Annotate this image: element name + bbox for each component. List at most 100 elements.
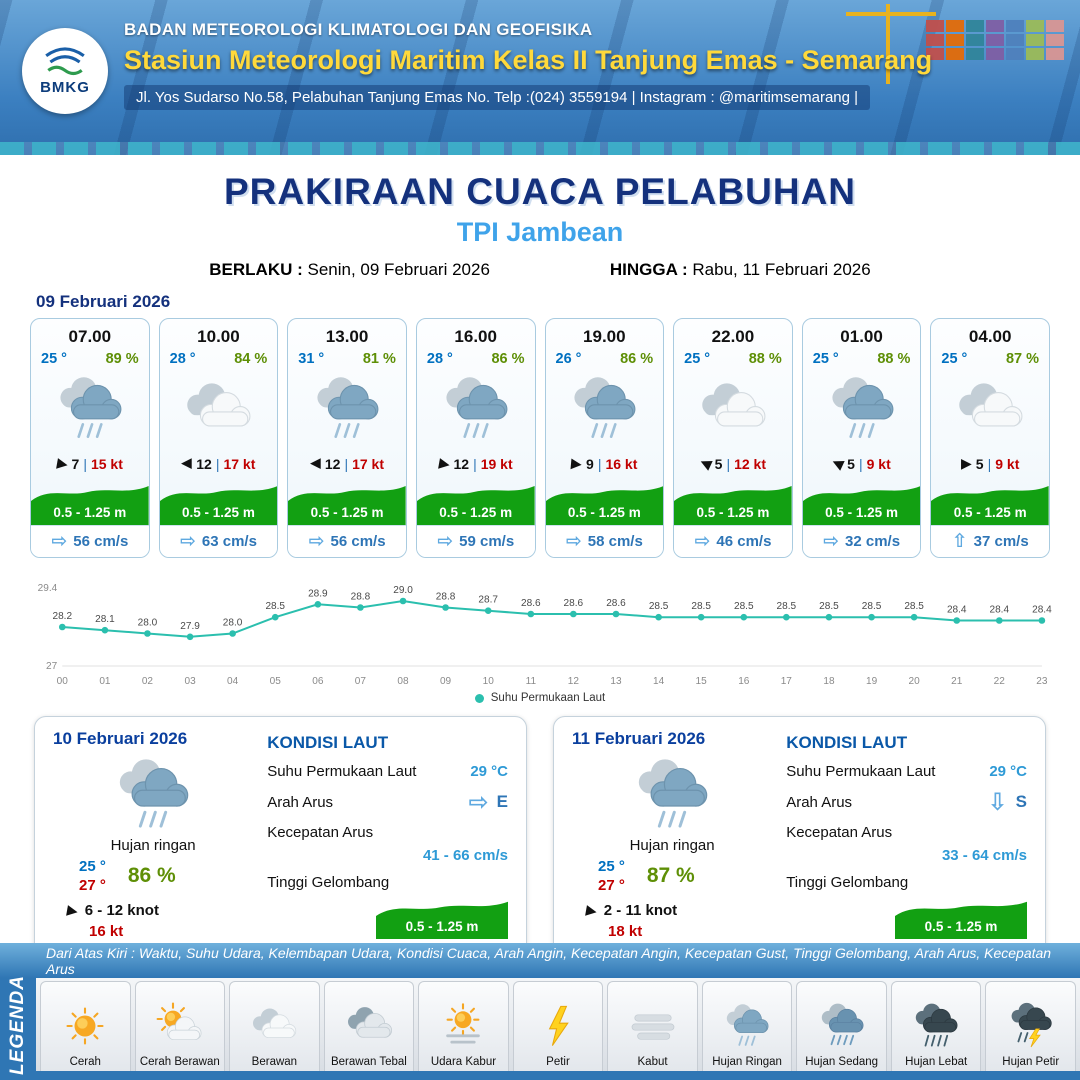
hourly-humidity: 84 %	[234, 351, 268, 367]
container-block	[946, 48, 964, 60]
legend-item-kabut: Kabut	[607, 981, 698, 1071]
hourly-time: 07.00	[68, 327, 112, 346]
legend-label: Petir	[546, 1056, 570, 1068]
cerah-berawan-icon	[156, 1002, 202, 1041]
current-direction-label: Arah Arus	[267, 793, 334, 811]
legend-item-berawan: Berawan	[229, 981, 320, 1071]
daily-date: 11 Februari 2026	[572, 729, 706, 748]
daily-humidity: 86 %	[127, 864, 176, 887]
svg-text:28.0: 28.0	[223, 618, 243, 629]
current-row: ⇨ 46 cm/s	[674, 525, 792, 557]
current-speed: 63 cm/s	[201, 533, 257, 550]
petir-icon	[548, 1005, 569, 1046]
hourly-time: 10.00	[197, 327, 240, 346]
legend-label: Cerah Berawan	[139, 1056, 220, 1068]
svg-text:06: 06	[312, 676, 324, 687]
svg-text:28.8: 28.8	[436, 592, 456, 603]
hourly-wind: ▶ 12 | 19 kt	[417, 451, 535, 477]
current-direction-icon: ⇨	[308, 530, 325, 552]
wind-separator: |	[344, 456, 349, 472]
wave-height-value: 0.5 - 1.25 m	[53, 505, 127, 520]
wind-direction-icon: ▶	[55, 455, 69, 473]
sst-row: Suhu Permukaan Laut 29 °C	[786, 763, 1027, 780]
wave-height: 0.5 - 1.25 m	[288, 479, 406, 525]
hourly-card-16.00: 16.00 28 ° 86 % ▶ 12 | 19 kt 0.5 - 1.25 …	[415, 318, 536, 558]
temp-humidity-row: 28 ° 84 %	[160, 347, 278, 367]
svg-text:00: 00	[57, 676, 69, 687]
svg-text:28.6: 28.6	[564, 598, 584, 609]
hujan-ringan-icon	[831, 377, 894, 439]
wave-height-value: 0.5 - 1.25 m	[310, 505, 384, 520]
daily-temp-min: 25 °	[598, 858, 625, 875]
header-text: BADAN METEOROLOGI KLIMATOLOGI DAN GEOFIS…	[124, 20, 1044, 110]
svg-text:09: 09	[440, 676, 452, 687]
wind-separator: |	[473, 456, 477, 472]
hourly-time: 16.00	[454, 327, 497, 346]
container-block	[946, 34, 964, 46]
current-direction-icon: ⇨	[823, 530, 839, 552]
legend-icon-wrap	[814, 997, 870, 1055]
svg-text:15: 15	[696, 676, 708, 687]
legend-item-hujan-lebat: Hujan Lebat	[890, 981, 982, 1071]
legend-icon-wrap	[1003, 997, 1059, 1055]
hourly-card-19.00: 19.00 26 ° 86 % ▶ 9 | 16 kt 0.5 - 1.25 m…	[544, 318, 665, 558]
legend-icon-wrap	[719, 997, 775, 1055]
wind-direction-icon: ▶	[584, 901, 599, 920]
hujan-petir-icon	[1011, 1002, 1052, 1048]
current-speed: 59 cm/s	[459, 533, 515, 550]
berawan-icon	[187, 383, 251, 427]
wave-shape	[288, 486, 406, 525]
svg-text:17: 17	[781, 676, 793, 687]
current-direction-icon: ⇨	[694, 530, 711, 552]
legend-label: Cerah	[69, 1056, 101, 1068]
weather-icon-wrap	[674, 367, 792, 451]
wind-direction-icon: ▶	[696, 454, 714, 474]
wave-height: 0.5 - 1.25 m	[31, 479, 149, 525]
container-block	[966, 34, 984, 46]
wind-gust: 9 kt	[995, 456, 1020, 472]
hourly-time: 19.00	[583, 327, 626, 346]
current-direction-value: S	[1015, 792, 1027, 811]
wave-shape	[159, 486, 278, 525]
hujan-ringan-icon	[446, 377, 508, 439]
wave-height-value: 0.5 - 1.25 m	[696, 505, 770, 520]
legend-item-cerah-berawan: Cerah Berawan	[134, 981, 226, 1071]
svg-text:28.2: 28.2	[52, 611, 72, 622]
svg-text:28.1: 28.1	[95, 614, 115, 625]
daily-humidity: 87 %	[646, 864, 695, 887]
svg-text:27.9: 27.9	[180, 621, 200, 632]
hourly-wind: ▶ 12 | 17 kt	[288, 451, 406, 477]
berlaku-value: Senin, 09 Februari 2026	[307, 260, 490, 279]
temp-humidity-row: 25 ° 88 %	[803, 347, 921, 367]
wave-height: 0.5 - 1.25 m	[416, 479, 535, 525]
hujan-ringan-icon	[726, 1004, 769, 1046]
container-block	[1006, 34, 1024, 46]
svg-text:28.5: 28.5	[734, 601, 754, 612]
hujan-ringan-icon	[119, 759, 189, 828]
wave-height: 0.5 - 1.25 m	[802, 479, 921, 525]
container-block	[926, 48, 944, 60]
container-block	[966, 48, 984, 60]
svg-text:28.7: 28.7	[478, 595, 498, 606]
page-title: PRAKIRAAN CUACA PELABUHAN	[223, 171, 857, 212]
wave-height-value: 0.5 - 1.25 m	[924, 919, 998, 934]
temp-humidity-row: 31 ° 81 %	[288, 347, 406, 367]
legend-icon-wrap	[57, 997, 113, 1055]
svg-text:27: 27	[46, 661, 58, 672]
svg-text:20: 20	[909, 676, 921, 687]
legend-icon-wrap	[908, 997, 964, 1055]
sst-value: 29 °C	[470, 763, 508, 780]
current-direction-row: Arah Arus ⇩ S	[786, 790, 1027, 814]
container-block	[1026, 34, 1044, 46]
hourly-humidity: 88 %	[748, 351, 782, 367]
chart-legend-label: Suhu Permukaan Laut	[490, 692, 606, 704]
kabut-icon	[631, 1014, 674, 1040]
svg-text:29.4: 29.4	[38, 583, 58, 594]
wind-gust: 12 kt	[734, 456, 766, 472]
hujan-ringan-icon	[60, 377, 122, 439]
svg-text:08: 08	[397, 676, 409, 687]
container-block	[946, 20, 964, 32]
legend-item-hujan-petir: Hujan Petir	[985, 981, 1077, 1071]
current-speed-label: Kecepatan Arus	[786, 824, 893, 841]
